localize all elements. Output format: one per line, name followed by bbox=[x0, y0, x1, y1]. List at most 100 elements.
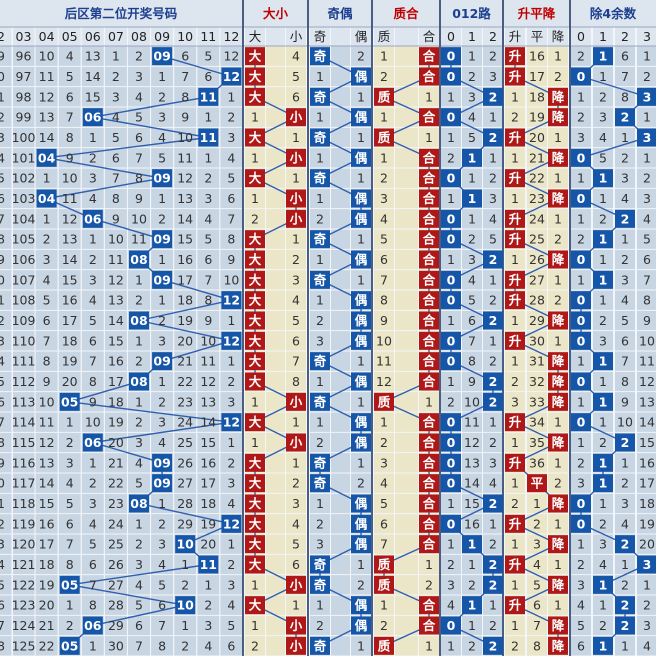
hit-box bbox=[548, 494, 568, 513]
hit-box bbox=[245, 87, 265, 106]
miss-count: 4 bbox=[643, 638, 651, 653]
hit-box bbox=[615, 616, 635, 635]
hit-box bbox=[548, 575, 568, 594]
miss-count: 2 bbox=[135, 354, 143, 369]
header-bg bbox=[0, 0, 656, 46]
miss-count: 1 bbox=[554, 130, 562, 145]
section-title: 升平降 bbox=[518, 6, 556, 21]
hit-box bbox=[310, 128, 330, 147]
section-title: 后区第二位开奖号码 bbox=[65, 6, 178, 21]
miss-count: 19 bbox=[177, 313, 193, 328]
hit-cell: 大 bbox=[249, 293, 262, 308]
hit-cell: 0 bbox=[447, 476, 456, 491]
hit-box bbox=[286, 108, 306, 127]
miss-count: 98 bbox=[16, 89, 32, 104]
miss-count: 15 bbox=[62, 272, 78, 287]
hit-box bbox=[129, 494, 149, 513]
miss-count: 3 bbox=[135, 557, 143, 572]
miss-count: 1 bbox=[0, 293, 5, 308]
miss-count: 5 bbox=[89, 313, 97, 328]
miss-count: 1 bbox=[599, 191, 607, 206]
column-label: 1 bbox=[468, 29, 476, 44]
hit-cell: 09 bbox=[153, 272, 170, 287]
miss-count: 2 bbox=[316, 435, 324, 450]
hit-cell: 0 bbox=[447, 435, 456, 450]
miss-count: 29 bbox=[529, 313, 545, 328]
miss-count: 11 bbox=[464, 415, 480, 430]
miss-count: 10 bbox=[200, 333, 216, 348]
hit-cell: 降 bbox=[552, 252, 565, 267]
miss-count: 2 bbox=[380, 618, 388, 633]
hit-box bbox=[286, 575, 306, 594]
column-label: 03 bbox=[16, 29, 32, 44]
hit-box bbox=[462, 189, 482, 208]
hit-box bbox=[419, 209, 439, 228]
miss-count: 2 bbox=[599, 211, 607, 226]
miss-count: 6 bbox=[621, 333, 629, 348]
miss-count: 1 bbox=[533, 496, 541, 511]
hit-box bbox=[483, 87, 503, 106]
miss-count: 1 bbox=[577, 272, 585, 287]
trend-line bbox=[69, 401, 232, 423]
hit-box bbox=[351, 433, 371, 452]
miss-count: 16 bbox=[639, 455, 655, 470]
miss-count: 4 bbox=[577, 598, 585, 613]
miss-count: 13 bbox=[85, 49, 101, 64]
miss-count: 31 bbox=[529, 354, 545, 369]
miss-count: 2 bbox=[577, 110, 585, 125]
miss-count: 8 bbox=[158, 638, 166, 653]
miss-count: 1 bbox=[316, 598, 324, 613]
hit-box bbox=[441, 270, 461, 289]
miss-count: 1 bbox=[554, 272, 562, 287]
miss-count: 6 bbox=[292, 333, 300, 348]
hit-cell: 0 bbox=[577, 374, 586, 389]
hit-box bbox=[310, 474, 330, 493]
hit-cell: 0 bbox=[447, 516, 456, 531]
hit-cell: 0 bbox=[447, 232, 456, 247]
hit-cell: 08 bbox=[130, 496, 147, 511]
miss-count: 3 bbox=[204, 618, 212, 633]
hit-box bbox=[593, 270, 613, 289]
miss-count: 1 bbox=[577, 537, 585, 552]
miss-count: 2 bbox=[577, 557, 585, 572]
miss-count: 8 bbox=[0, 638, 5, 653]
miss-count: 1 bbox=[511, 354, 519, 369]
hit-cell: 小 bbox=[289, 577, 303, 592]
miss-count: 2 bbox=[227, 557, 235, 572]
hit-box bbox=[505, 331, 525, 350]
hit-cell: 2 bbox=[489, 496, 498, 511]
hit-box bbox=[351, 413, 371, 432]
miss-count: 16 bbox=[62, 293, 78, 308]
miss-count: 1 bbox=[511, 89, 519, 104]
hit-cell: 小 bbox=[289, 110, 303, 125]
column-label: 11 bbox=[200, 29, 216, 44]
hit-cell: 1 bbox=[599, 49, 608, 64]
miss-count: 1 bbox=[380, 49, 388, 64]
miss-count: 1 bbox=[599, 598, 607, 613]
miss-count: 28 bbox=[108, 598, 124, 613]
miss-count: 15 bbox=[177, 232, 193, 247]
hit-cell: 大 bbox=[249, 374, 262, 389]
miss-count: 7 bbox=[181, 69, 189, 84]
hit-box bbox=[637, 128, 656, 147]
trend-line bbox=[92, 604, 186, 627]
miss-count: 7 bbox=[227, 211, 235, 226]
hit-box bbox=[548, 108, 568, 127]
hit-cell: 质 bbox=[378, 638, 391, 653]
miss-count: 1 bbox=[251, 150, 259, 165]
miss-count: 1 bbox=[89, 638, 97, 653]
miss-count: 97 bbox=[16, 69, 32, 84]
hit-box bbox=[221, 514, 242, 533]
miss-count: 7 bbox=[533, 618, 541, 633]
hit-box bbox=[152, 230, 173, 249]
miss-count: 1 bbox=[316, 110, 324, 125]
miss-count: 8 bbox=[43, 354, 51, 369]
miss-count: 1 bbox=[292, 232, 300, 247]
miss-count: 1 bbox=[447, 252, 455, 267]
miss-count: 1 bbox=[425, 394, 433, 409]
trend-line bbox=[138, 299, 232, 322]
miss-count: 1 bbox=[316, 69, 324, 84]
miss-count: 1 bbox=[135, 394, 143, 409]
hit-cell: 降 bbox=[552, 394, 565, 409]
miss-count: 2 bbox=[89, 252, 97, 267]
